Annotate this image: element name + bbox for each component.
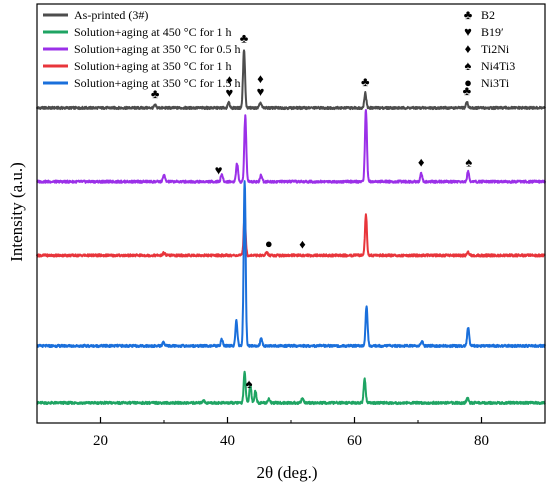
symbol-legend-icon: ♦: [465, 41, 472, 56]
peak-marker: ♥: [226, 85, 234, 100]
y-axis-title: Intensity (a.u.): [7, 162, 26, 262]
peak-marker: ♥: [215, 163, 223, 178]
axes: 20 40 60 80: [36, 3, 546, 449]
symbol-legend-icon: ●: [464, 75, 472, 90]
series-legend: As-printed (3#) Solution+aging at 450 °C …: [43, 8, 241, 90]
symbol-legend-icon: ♥: [464, 24, 472, 39]
x-tick-label: 80: [474, 433, 489, 449]
plot-area: ♣♦♥♣♦♥♣♣♥♦ ♠● ♦♠: [36, 30, 546, 406]
symbol-legend-label: Ti2Ni: [481, 42, 510, 56]
phase-symbol-legend: ♣ B2 ♥ B19′ ♦ Ti2Ni ♠ Ni4Ti3 ● Ni3Ti: [464, 7, 516, 90]
series-line-0: [36, 49, 546, 111]
peak-marker: ●: [265, 236, 273, 251]
peak-marker: ♠: [465, 155, 472, 170]
peak-marker: ♣: [463, 83, 472, 98]
series-line-2: [36, 109, 546, 184]
symbol-legend-icon: ♣: [464, 7, 473, 22]
peak-marker: ♣: [151, 86, 160, 101]
x-axis-title: 2θ (deg.): [256, 463, 317, 482]
series-line-4: [36, 180, 546, 349]
peak-marker: ♦: [299, 236, 306, 251]
series-line-1: [36, 370, 546, 406]
peak-marker: ♦: [418, 154, 425, 169]
x-tick-label: 40: [220, 433, 235, 449]
legend-label: As-printed (3#): [74, 8, 148, 22]
peak-marker: ♥: [257, 84, 265, 99]
peak-marker: ♣: [361, 74, 370, 89]
legend-label: Solution+aging at 350 °C for 0.5 h: [74, 42, 241, 56]
symbol-legend-label: Ni3Ti: [481, 76, 510, 90]
symbol-legend-label: B2: [481, 8, 495, 22]
peak-marker: ♦: [226, 72, 233, 87]
series-line-3: [36, 213, 546, 258]
peak-marker: ♦: [257, 71, 264, 86]
x-tick-label: 60: [347, 433, 362, 449]
symbol-legend-label: B19′: [481, 25, 504, 39]
legend-label: Solution+aging at 350 °C for 1 h: [74, 59, 232, 73]
peak-marker: ♠: [246, 376, 253, 391]
symbol-legend-label: Ni4Ti3: [481, 59, 515, 73]
legend-label: Solution+aging at 350 °C for 1.5 h: [74, 76, 241, 90]
legend-label: Solution+aging at 450 °C for 1 h: [74, 25, 232, 39]
peak-marker: ♣: [240, 30, 249, 45]
x-tick-label: 20: [93, 433, 108, 449]
symbol-legend-icon: ♠: [465, 58, 472, 73]
